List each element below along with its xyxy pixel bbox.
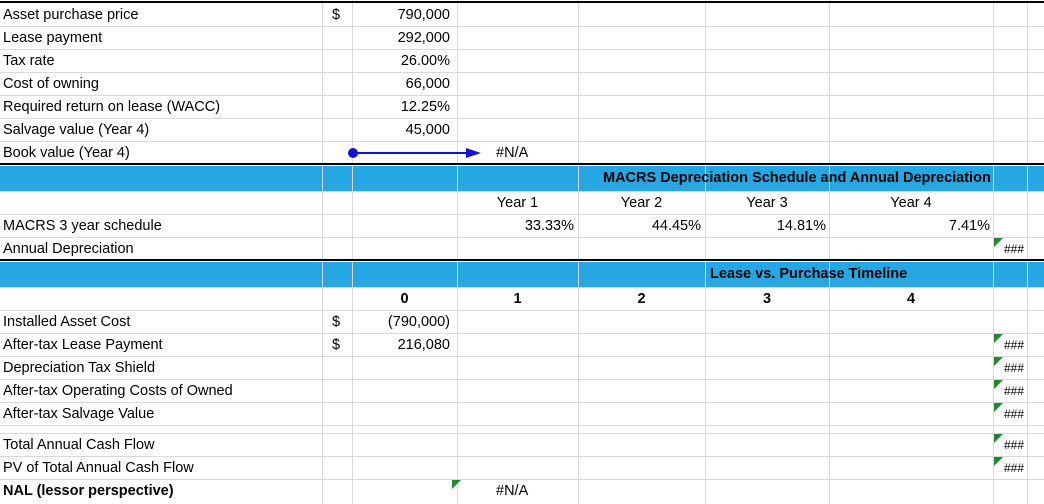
- macrs-year-header-2: Year 2: [620, 195, 663, 211]
- after-tax-operating-costs-label[interactable]: After-tax Operating Costs of Owned: [3, 383, 233, 399]
- input-label-asset-price[interactable]: Asset purchase price: [3, 7, 139, 23]
- timeline-section-title: Lease vs. Purchase Timeline: [710, 266, 908, 282]
- input-value-salvage-value[interactable]: 45,000: [405, 122, 450, 138]
- after-tax-salvage-value-overflow[interactable]: ###: [1003, 407, 1024, 421]
- nal-label[interactable]: NAL (lessor perspective): [3, 483, 174, 499]
- macrs-section-title: MACRS Depreciation Schedule and Annual D…: [603, 170, 991, 186]
- pv-total-cash-flow-label[interactable]: PV of Total Annual Cash Flow: [3, 460, 194, 476]
- macrs-rate-year-4[interactable]: 7.41%: [948, 218, 990, 234]
- input-label-cost-of-owning[interactable]: Cost of owning: [3, 76, 99, 92]
- currency-symbol: $: [332, 7, 341, 23]
- section-band-timeline: [0, 262, 1044, 287]
- depreciation-tax-shield-label[interactable]: Depreciation Tax Shield: [3, 360, 156, 376]
- after-tax-lease-payment-overflow[interactable]: ###: [1003, 338, 1024, 352]
- currency-symbol: $: [332, 314, 341, 330]
- macrs-year-header-4: Year 4: [890, 195, 932, 211]
- macrs-year-header-3: Year 3: [746, 195, 788, 211]
- total-annual-cash-flow-overflow[interactable]: ###: [1003, 438, 1024, 452]
- annual-depreciation-label[interactable]: Annual Depreciation: [3, 241, 134, 257]
- installed-asset-cost-label[interactable]: Installed Asset Cost: [3, 314, 131, 330]
- input-label-salvage-value[interactable]: Salvage value (Year 4): [3, 122, 150, 138]
- after-tax-lease-payment-label[interactable]: After-tax Lease Payment: [3, 337, 163, 353]
- pv-total-cash-flow-overflow[interactable]: ###: [1003, 461, 1024, 475]
- macrs-rate-year-3[interactable]: 14.81%: [776, 218, 826, 234]
- input-value-cost-of-owning[interactable]: 66,000: [405, 76, 450, 92]
- annual-depreciation-overflow[interactable]: ###: [1003, 242, 1024, 256]
- nal-value[interactable]: #N/A: [496, 483, 529, 499]
- trace-arrow-icon: [348, 148, 481, 158]
- macrs-schedule-label[interactable]: MACRS 3 year schedule: [3, 218, 162, 234]
- input-label-tax-rate[interactable]: Tax rate: [3, 53, 55, 69]
- input-value-lease-payment[interactable]: 292,000: [397, 30, 450, 46]
- installed-asset-cost-value[interactable]: (790,000): [387, 314, 450, 330]
- after-tax-lease-payment-value[interactable]: 216,080: [397, 337, 450, 353]
- input-label-required-return[interactable]: Required return on lease (WACC): [3, 99, 221, 115]
- input-value-tax-rate[interactable]: 26.00%: [400, 53, 450, 69]
- input-label-lease-payment[interactable]: Lease payment: [3, 30, 103, 46]
- timeline-period-3: 3: [762, 291, 772, 307]
- after-tax-salvage-value-label[interactable]: After-tax Salvage Value: [3, 406, 155, 422]
- section-band-macrs: [0, 166, 1044, 191]
- timeline-period-1: 1: [513, 291, 522, 307]
- total-annual-cash-flow-label[interactable]: Total Annual Cash Flow: [3, 437, 155, 453]
- macrs-rate-year-1[interactable]: 33.33%: [524, 218, 574, 234]
- macrs-year-header-1: Year 1: [496, 195, 539, 211]
- timeline-period-4: 4: [906, 291, 916, 307]
- macrs-rate-year-2[interactable]: 44.45%: [651, 218, 701, 234]
- currency-symbol: $: [332, 337, 341, 353]
- book-value-result[interactable]: #N/A: [496, 145, 529, 161]
- input-label-book-value[interactable]: Book value (Year 4): [3, 145, 130, 161]
- input-value-asset-price[interactable]: 790,000: [397, 7, 450, 23]
- after-tax-operating-costs-overflow[interactable]: ###: [1003, 384, 1024, 398]
- timeline-period-0: 0: [400, 291, 409, 307]
- timeline-period-2: 2: [637, 291, 646, 307]
- input-value-required-return[interactable]: 12.25%: [400, 99, 450, 115]
- depreciation-tax-shield-overflow[interactable]: ###: [1003, 361, 1024, 375]
